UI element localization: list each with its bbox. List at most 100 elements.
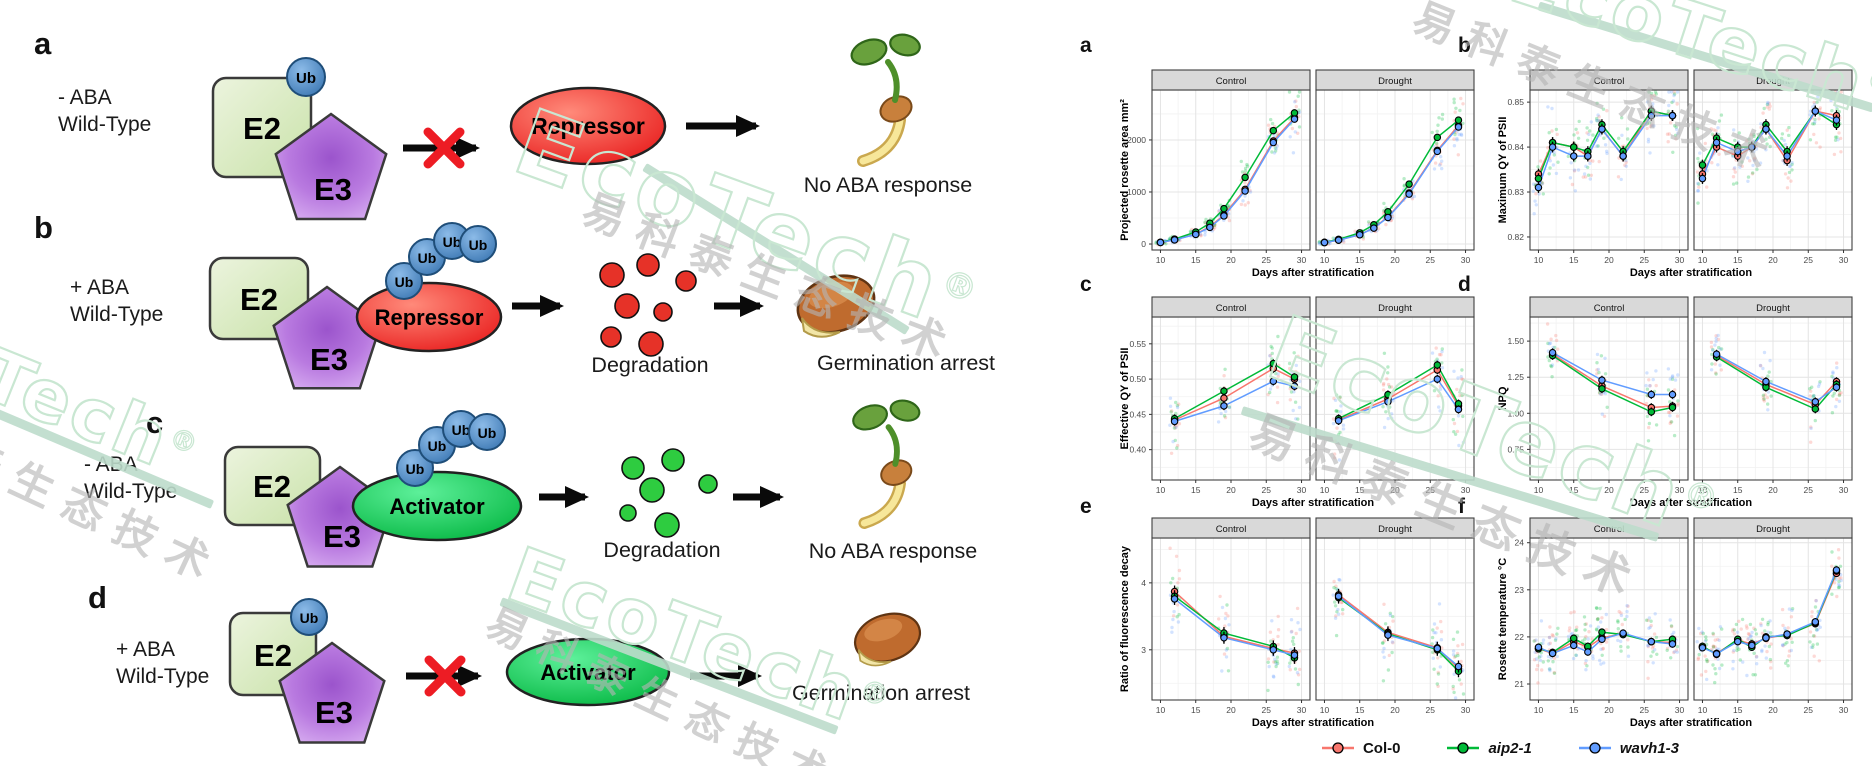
diagram-panel-a: a - ABA Wild-Type E2 E3 Ub Repressor No … bbox=[34, 26, 972, 221]
mean-point-wavh1-3 bbox=[1619, 629, 1627, 637]
condition-text: - ABA bbox=[58, 86, 112, 109]
mean-point-wavh1-3 bbox=[1733, 147, 1742, 156]
degradation-dots-red bbox=[599, 253, 697, 357]
x-tick-label: 30 bbox=[1297, 705, 1307, 715]
mean-point-wavh1-3 bbox=[1698, 174, 1707, 183]
x-tick-label: 30 bbox=[1461, 485, 1471, 495]
series-line-wavh1-3 bbox=[1338, 595, 1459, 668]
mean-point-wavh1-3 bbox=[1220, 402, 1228, 410]
facet-drought: Drought 10 15 20 25 30 bbox=[1315, 517, 1475, 715]
x-tick-label: 15 bbox=[1191, 705, 1201, 715]
mean-point-aip2-1 bbox=[1220, 204, 1228, 213]
poly-ubiquitin-chain: Ub Ub Ub Ub bbox=[396, 410, 506, 487]
degradation-text: Degradation bbox=[591, 353, 708, 377]
mean-point-wavh1-3 bbox=[1290, 115, 1299, 123]
x-tick-label: 10 bbox=[1698, 255, 1708, 265]
mean-point-wavh1-3 bbox=[1433, 147, 1442, 156]
mean-point-wavh1-3 bbox=[1454, 123, 1463, 131]
mean-point-wavh1-3 bbox=[1220, 212, 1228, 220]
x-tick-label: 15 bbox=[1191, 485, 1201, 495]
facet-strip bbox=[1315, 296, 1475, 318]
facet-strip-label: Control bbox=[1594, 76, 1625, 87]
mean-point-wavh1-3 bbox=[1334, 236, 1343, 244]
x-tick-label: 20 bbox=[1604, 255, 1614, 265]
condition-text: Wild-Type bbox=[84, 480, 177, 503]
facet-control: Control 10 15 20 25 30 bbox=[1529, 69, 1689, 265]
activator-label: Activator bbox=[389, 494, 485, 519]
mean-point-wavh1-3 bbox=[1355, 231, 1364, 239]
legend-label: aip2-1 bbox=[1488, 739, 1532, 757]
mean-point-wavh1-3 bbox=[1220, 633, 1228, 642]
x-tick-label: 30 bbox=[1461, 255, 1471, 265]
mean-point-aip2-1 bbox=[1290, 109, 1299, 117]
facet-strip-label: Drought bbox=[1756, 76, 1790, 87]
x-tick-label: 20 bbox=[1226, 485, 1236, 495]
y-axis-title: Effective QY of PSII bbox=[1119, 348, 1131, 450]
mean-point-wavh1-3 bbox=[1454, 662, 1463, 671]
x-tick-label: 25 bbox=[1804, 705, 1814, 715]
y-axis-title: Rosette temperature °C bbox=[1497, 558, 1509, 680]
x-tick-label: 20 bbox=[1768, 705, 1778, 715]
series-line-Col-0 bbox=[1174, 367, 1295, 421]
y-tick-label: 1.00 bbox=[1507, 408, 1524, 418]
y-tick-label: 2000 bbox=[1127, 135, 1146, 145]
panel-label-d: d bbox=[88, 580, 107, 615]
e2-label: E2 bbox=[240, 282, 278, 317]
x-axis-title: Days after stratification bbox=[1630, 717, 1753, 729]
facet-strip-label: Drought bbox=[1378, 76, 1412, 87]
y-tick-label: 0.85 bbox=[1507, 97, 1524, 107]
mean-point-wavh1-3 bbox=[1598, 635, 1606, 643]
mean-point-wavh1-3 bbox=[1534, 183, 1543, 192]
mean-point-wavh1-3 bbox=[1584, 648, 1592, 656]
y-axis-title: Maximum QY of PSII bbox=[1497, 117, 1509, 224]
e3-label: E3 bbox=[323, 519, 361, 554]
facet-control: Control 10 15 20 25 30 bbox=[1151, 69, 1311, 265]
mean-point-aip2-1 bbox=[1598, 385, 1606, 393]
phenotype-charts: a Projected rosette area mm² 0 1000 2000 Days… bbox=[1080, 34, 1853, 729]
chart-panel-letter: e bbox=[1080, 495, 1092, 518]
outcome-text: No ABA response bbox=[809, 539, 978, 563]
x-tick-label: 25 bbox=[1640, 705, 1650, 715]
facet-drought: Drought 10 15 20 25 30 bbox=[1315, 69, 1475, 265]
facet-drought: Drought 10 15 20 25 30 bbox=[1693, 69, 1853, 265]
series-line-wavh1-3 bbox=[1552, 352, 1673, 396]
facet-strip-label: Control bbox=[1216, 303, 1247, 314]
x-tick-label: 25 bbox=[1262, 485, 1272, 495]
y-tick-label: 1000 bbox=[1127, 187, 1146, 197]
svg-text:Ub: Ub bbox=[395, 274, 414, 290]
facet-drought: Drought 10 15 20 25 30 bbox=[1693, 517, 1853, 715]
facet-control: Control 10 15 20 25 30 bbox=[1529, 517, 1689, 715]
legend-label: Col-0 bbox=[1362, 739, 1401, 757]
blocked-cross-icon bbox=[424, 655, 466, 697]
mean-point-wavh1-3 bbox=[1405, 190, 1413, 198]
e3-label: E3 bbox=[310, 342, 348, 377]
series-line-wavh1-3 bbox=[1174, 598, 1295, 656]
series-line-wavh1-3 bbox=[1537, 114, 1673, 188]
x-tick-label: 30 bbox=[1839, 705, 1849, 715]
mean-point-wavh1-3 bbox=[1290, 382, 1299, 390]
chart-panel-e: e Ratio of fluorescence decay 3 4 Days after… bbox=[1080, 495, 1475, 729]
mean-point-aip2-1 bbox=[1384, 390, 1392, 399]
y-tick-label: 4 bbox=[1141, 578, 1146, 588]
y-tick-label: 0.40 bbox=[1129, 445, 1146, 455]
condition-text: Wild-Type bbox=[116, 665, 209, 688]
series-line-wavh1-3 bbox=[1174, 380, 1295, 423]
outcome-text: Germination arrest bbox=[817, 351, 995, 375]
facet-strip-label: Control bbox=[1594, 303, 1625, 314]
diagram-panel-d: d + ABA Wild-Type E2 E3 Ub Activator Ger… bbox=[88, 580, 970, 744]
activator-ellipse bbox=[351, 470, 523, 542]
facet-control: Control 10 15 20 25 30 bbox=[1151, 296, 1311, 495]
facet-control: Control 10 15 20 25 30 bbox=[1151, 517, 1311, 715]
series-line-wavh1-3 bbox=[1716, 353, 1837, 403]
mean-point-aip2-1 bbox=[1269, 126, 1278, 135]
mean-point-wavh1-3 bbox=[1269, 646, 1278, 654]
e3-label: E3 bbox=[314, 172, 352, 207]
mean-point-wavh1-3 bbox=[1783, 152, 1791, 160]
chart-panel-d: d NPQ 0.75 1.00 1.25 1.50 Days after stratific… bbox=[1458, 273, 1853, 509]
mean-point-wavh1-3 bbox=[1647, 637, 1656, 646]
y-tick-label: 0.50 bbox=[1129, 374, 1146, 384]
y-tick-label: 21 bbox=[1515, 679, 1525, 689]
legend-marker-icon bbox=[1447, 742, 1480, 754]
x-tick-label: 15 bbox=[1733, 255, 1743, 265]
